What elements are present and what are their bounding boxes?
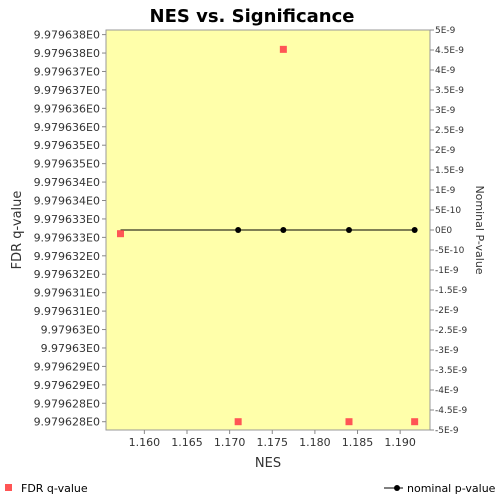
left-tick-label: 9.979636E0 bbox=[34, 121, 100, 134]
series-layer bbox=[116, 45, 419, 426]
nominal-p-value-point bbox=[411, 227, 418, 233]
right-tick-label: 5E-10 bbox=[435, 206, 461, 216]
left-tick-label: 9.979634E0 bbox=[34, 176, 100, 189]
right-tick-label: 1.5E-9 bbox=[435, 166, 464, 176]
fdr-q-value-point bbox=[116, 230, 124, 238]
fdr-q-value-point bbox=[345, 418, 353, 426]
left-tick-label: 9.979632E0 bbox=[34, 268, 100, 281]
left-tick-label: 9.979631E0 bbox=[34, 305, 100, 318]
right-tick-label: -3E-9 bbox=[435, 346, 459, 356]
right-tick-label: 4E-9 bbox=[435, 66, 456, 76]
right-tick-label: -1E-9 bbox=[435, 266, 459, 276]
nominal-p-value-point bbox=[235, 227, 242, 233]
left-tick-label: 9.979631E0 bbox=[34, 287, 100, 300]
left-tick-label: 9.979628E0 bbox=[34, 416, 100, 429]
fdr-q-value-point bbox=[234, 418, 242, 426]
right-tick-label: 2.5E-9 bbox=[435, 126, 464, 136]
x-tick-label: 1.190 bbox=[384, 436, 416, 449]
chart-title: NES vs. Significance bbox=[150, 6, 355, 27]
x-tick-label: 1.185 bbox=[342, 436, 374, 449]
right-tick-label: -3.5E-9 bbox=[435, 366, 467, 376]
fdr-q-value-point bbox=[279, 45, 287, 53]
left-tick-label: 9.979637E0 bbox=[34, 65, 100, 78]
right-tick-label: -4.5E-9 bbox=[435, 406, 467, 416]
fdr-q-value-point bbox=[411, 418, 419, 426]
right-tick-label: 4.5E-9 bbox=[435, 46, 464, 56]
left-tick-label: 9.979638E0 bbox=[34, 47, 100, 60]
left-tick-label: 9.979635E0 bbox=[34, 139, 100, 152]
x-tick-label: 1.160 bbox=[129, 436, 161, 449]
left-tick-label: 9.979634E0 bbox=[34, 195, 100, 208]
nominal-p-value-point bbox=[346, 227, 352, 233]
left-tick-label: 9.979629E0 bbox=[34, 360, 100, 373]
left-tick-label: 9.97963E0 bbox=[41, 342, 100, 355]
x-tick-label: 1.180 bbox=[299, 436, 331, 449]
left-tick-label: 9.979628E0 bbox=[34, 397, 100, 410]
right-tick-label: 2E-9 bbox=[435, 146, 456, 156]
left-tick-label: 9.97963E0 bbox=[41, 324, 100, 337]
legend-fdr: FDR q-value bbox=[5, 482, 88, 495]
left-tick-label: 9.979636E0 bbox=[34, 102, 100, 115]
right-tick-label: 0E0 bbox=[435, 226, 452, 236]
legend-nominal-label: nominal p-value bbox=[407, 482, 496, 495]
right-tick-label: -1.5E-9 bbox=[435, 286, 467, 296]
legend-nominal-marker bbox=[394, 485, 400, 491]
legend-fdr-label: FDR q-value bbox=[21, 482, 88, 495]
left-tick-label: 9.979637E0 bbox=[34, 84, 100, 97]
left-tick-label: 9.979633E0 bbox=[34, 213, 100, 226]
right-tick-label: 5E-9 bbox=[435, 26, 456, 36]
legend-fdr-marker bbox=[5, 484, 12, 491]
left-tick-label: 9.979632E0 bbox=[34, 250, 100, 263]
right-tick-label: -4E-9 bbox=[435, 386, 459, 396]
x-tick-label: 1.175 bbox=[257, 436, 289, 449]
legend-nominal: nominal p-value bbox=[384, 482, 496, 495]
left-tick-label: 9.979633E0 bbox=[34, 231, 100, 244]
right-axis: 5E-9 4.5E-9 4E-9 3.5E-9 3E-9 2.5E-9 2E-9 1.5E-9… bbox=[430, 26, 467, 436]
left-axis: 9.979638E0 9.979638E0 9.979637E0 9.979637E0… bbox=[34, 29, 106, 429]
right-tick-label: 3.5E-9 bbox=[435, 86, 464, 96]
left-tick-label: 9.979638E0 bbox=[34, 29, 100, 42]
x-tick-label: 1.165 bbox=[171, 436, 203, 449]
right-tick-label: -2.5E-9 bbox=[435, 326, 467, 336]
left-tick-label: 9.979635E0 bbox=[34, 158, 100, 171]
right-tick-label: 3E-9 bbox=[435, 106, 456, 116]
right-tick-label: -5E-9 bbox=[435, 426, 459, 436]
left-tick-label: 9.979629E0 bbox=[34, 379, 100, 392]
x-tick-label: 1.170 bbox=[214, 436, 246, 449]
x-axis-title: NES bbox=[255, 456, 281, 471]
x-axis: 1.160 1.165 1.170 1.175 1.180 1.185 1.190 bbox=[129, 430, 416, 449]
nominal-p-value-point bbox=[280, 227, 287, 233]
right-tick-label: 1E-9 bbox=[435, 186, 456, 196]
right-tick-label: -2E-9 bbox=[435, 306, 459, 316]
right-tick-label: -5E-10 bbox=[435, 246, 465, 256]
y-axis-right-title: Nominal P-value bbox=[473, 185, 486, 274]
y-axis-left-title: FDR q-value bbox=[10, 191, 25, 270]
